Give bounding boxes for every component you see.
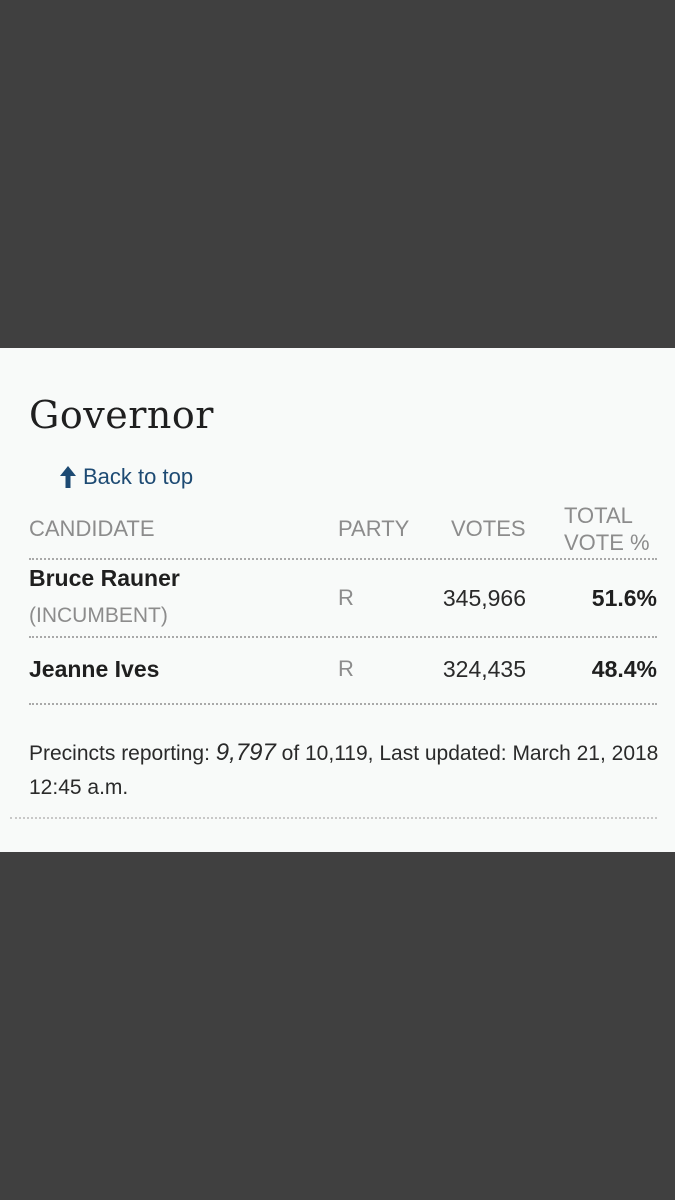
header-votes: VOTES [451, 516, 526, 541]
header-candidate: CANDIDATE [29, 516, 155, 541]
header-total-line2: VOTE % [564, 530, 650, 555]
header-total-line1: TOTAL [564, 503, 633, 528]
back-to-top-link[interactable]: Back to top [60, 462, 193, 492]
section-title: Governor [29, 393, 214, 437]
precincts-reporting: Precincts reporting: 9,797 of 10,119, La… [29, 736, 659, 805]
candidate-name: Jeanne Ives [29, 656, 160, 682]
candidate-party: R [338, 656, 354, 681]
precincts-total-updated: of 10,119, Last updated: March 21, 2018 … [29, 742, 659, 799]
header-party: PARTY [338, 516, 410, 541]
precincts-label: Precincts reporting: [29, 742, 216, 765]
header-divider [29, 558, 657, 560]
candidate-note: (INCUMBENT) [29, 604, 168, 627]
arrow-up-icon [60, 466, 83, 488]
candidate-percent: 51.6% [591, 585, 657, 611]
candidate-party: R [338, 585, 354, 610]
row-divider [29, 703, 657, 705]
footer-divider [10, 817, 657, 819]
candidate-percent: 48.4% [591, 656, 657, 682]
candidate-votes: 345,966 [442, 585, 526, 611]
precincts-reported: 9,797 [215, 739, 276, 766]
back-to-top-label: Back to top [83, 464, 194, 489]
results-card [0, 348, 675, 852]
candidate-votes: 324,435 [442, 656, 526, 682]
row-divider [29, 636, 657, 638]
candidate-name: Bruce Rauner [29, 565, 180, 591]
